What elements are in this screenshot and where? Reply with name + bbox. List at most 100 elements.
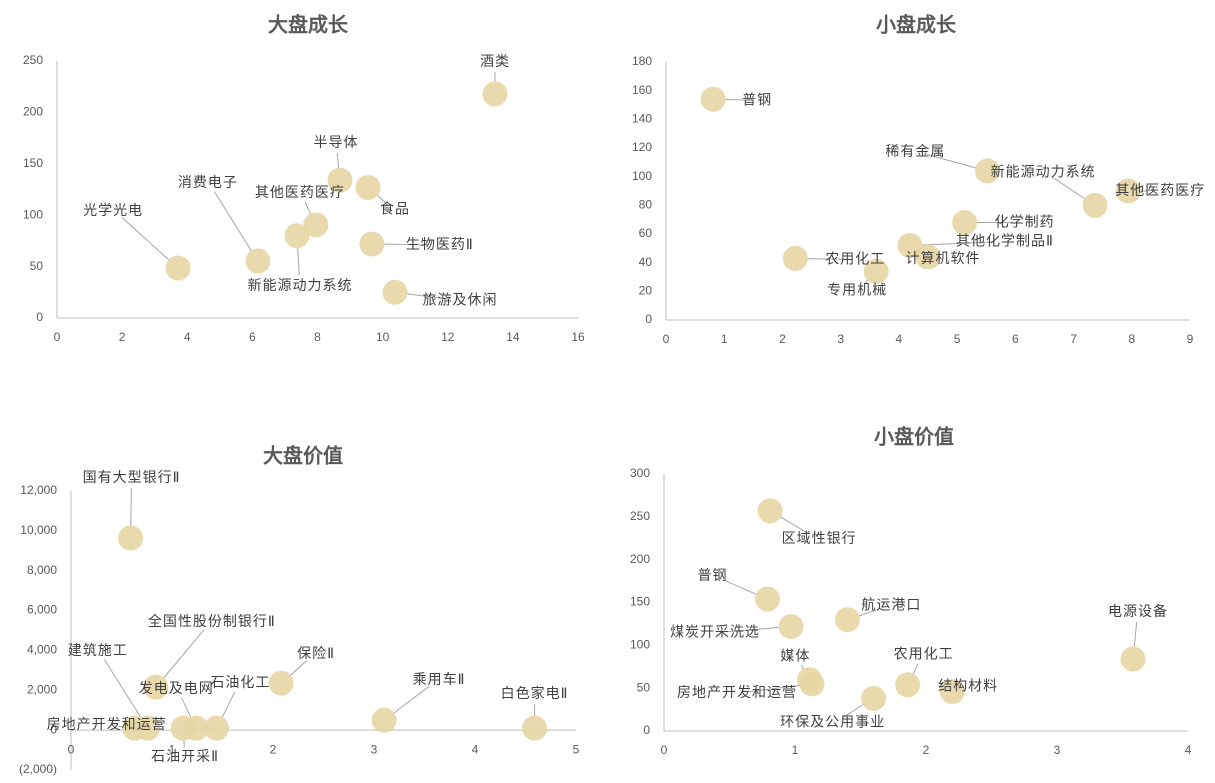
point: [122, 715, 148, 741]
point-label: 农用化工: [894, 647, 954, 663]
x-tick-label: 2: [779, 332, 786, 346]
leader-line: [103, 659, 142, 719]
point: [895, 672, 921, 698]
y-tick-label: 200: [630, 552, 650, 566]
point: [700, 86, 726, 112]
x-tick-label: 6: [1012, 332, 1019, 346]
point: [897, 232, 923, 258]
point-label: 酒类: [480, 54, 510, 70]
x-tick-label: 0: [661, 743, 668, 757]
leader-line: [297, 247, 300, 276]
leader-line: [1133, 621, 1138, 648]
x-tick-label: 12: [441, 330, 455, 344]
point-label: 消费电子: [178, 175, 238, 191]
point: [863, 258, 889, 284]
x-tick-label: 5: [954, 332, 961, 346]
y-tick-label: 200: [23, 105, 43, 119]
y-tick-label: 140: [632, 112, 652, 126]
point-label: 航运港口: [861, 598, 921, 614]
chart-title: 小盘成长: [876, 13, 957, 37]
leader-line: [1052, 177, 1086, 200]
leader-line: [858, 608, 881, 617]
point: [118, 525, 144, 551]
chart-title: 小盘价值: [874, 425, 954, 449]
leader-line: [393, 685, 430, 714]
point-label: 化学制药: [995, 215, 1055, 231]
leader-line: [912, 663, 919, 675]
point-label: 农用化工: [825, 251, 885, 267]
point: [268, 670, 294, 696]
point-label: 石油化工: [210, 675, 270, 691]
point-label: 普钢: [742, 92, 772, 108]
point-label: 专用机械: [827, 282, 887, 298]
point: [834, 607, 860, 633]
y-tick-label: 60: [639, 226, 653, 240]
y-tick-label: 4,000: [27, 643, 57, 657]
x-tick-label: 0: [663, 332, 670, 346]
leader-line: [723, 579, 757, 595]
x-tick-label: 2: [270, 742, 277, 756]
y-tick-label: 10,000: [20, 523, 57, 537]
point-label: 其他医药医疗: [1115, 183, 1205, 199]
y-tick-label: 40: [639, 255, 653, 269]
point: [939, 679, 965, 705]
y-tick-label: 50: [30, 259, 44, 273]
leader-line: [213, 191, 252, 252]
y-tick-label: 8,000: [27, 563, 57, 577]
x-tick-label: 3: [837, 332, 844, 346]
x-tick-label: 1: [169, 742, 176, 756]
y-tick-label: 300: [630, 466, 650, 480]
x-tick-label: 4: [472, 742, 479, 756]
point-label: 光学光电: [83, 203, 143, 219]
point: [974, 158, 1000, 184]
x-tick-label: 8: [314, 330, 321, 344]
leader-line: [181, 697, 192, 718]
x-tick-label: 2: [119, 330, 126, 344]
point: [915, 244, 941, 270]
leader-line: [406, 293, 449, 300]
x-tick-label: 4: [896, 332, 903, 346]
point-label: 白色家电Ⅱ: [501, 685, 569, 702]
y-tick-label: 20: [639, 284, 653, 298]
x-tick-label: 16: [571, 330, 585, 344]
y-tick-label: 100: [23, 207, 43, 221]
leader-line: [725, 99, 746, 101]
point: [359, 231, 385, 257]
point: [355, 174, 381, 200]
leader-line: [376, 194, 387, 204]
point: [203, 715, 229, 741]
y-tick-label: 2,000: [27, 682, 57, 696]
x-tick-label: 0: [54, 330, 61, 344]
point-label: 生物医药Ⅱ: [406, 237, 474, 253]
y-tick-label: 0: [36, 310, 43, 324]
point: [861, 685, 887, 711]
y-tick-label: 150: [630, 595, 650, 609]
y-tick-label: 120: [632, 140, 652, 154]
point: [782, 245, 808, 271]
y-tick-label: 150: [23, 156, 43, 170]
point: [522, 715, 548, 741]
y-tick-label: (2,000): [19, 762, 57, 776]
x-tick-label: 2: [923, 743, 930, 757]
point: [165, 255, 191, 281]
chart-title: 大盘成长: [268, 13, 349, 37]
x-tick-label: 5: [573, 742, 580, 756]
point-label: 区域性银行: [782, 531, 857, 547]
x-tick-label: 4: [1185, 743, 1192, 757]
point-label: 半导体: [313, 135, 358, 151]
point: [245, 248, 271, 274]
point-label: 建筑施工: [68, 643, 128, 659]
leader-line: [289, 660, 308, 676]
point: [952, 210, 978, 236]
leader-line: [926, 154, 976, 169]
y-tick-label: 0: [50, 722, 57, 736]
point: [382, 279, 408, 305]
point-label: 环保及公用事业: [780, 714, 885, 730]
point-label: 房地产开发和运营: [47, 717, 167, 733]
point-label: 其他医药医疗: [255, 185, 345, 201]
point-label: 结构材料: [938, 679, 998, 695]
point-label: 普钢: [697, 568, 727, 584]
x-tick-label: 7: [1070, 332, 1077, 346]
leader-line: [118, 725, 123, 728]
y-tick-label: 180: [632, 54, 652, 68]
